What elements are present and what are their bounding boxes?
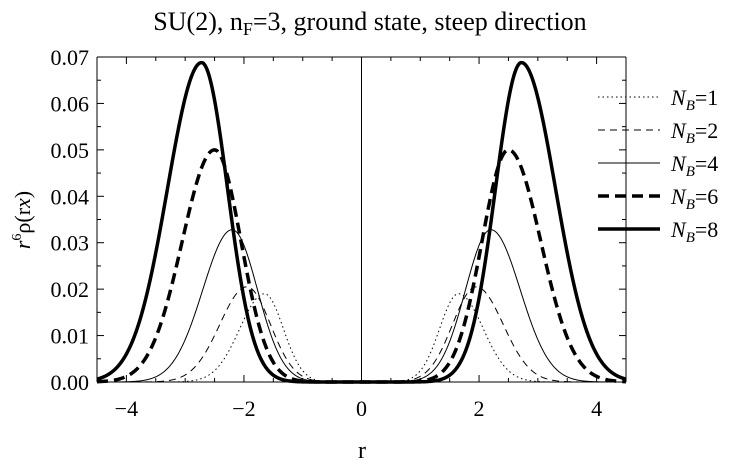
y-tick-label: 0.01: [51, 324, 90, 349]
legend: NB=1 NB=2 NB=4 NB=6 NB=8: [598, 85, 718, 246]
y-axis-ticks: 0.00 0.01 0.02 0.03 0.04 0.05 0.06 0.07: [51, 45, 626, 395]
y-axis-label: r6ρ(rx): [10, 191, 35, 249]
y-tick-label: 0.06: [51, 91, 90, 116]
x-tick-label: −2: [232, 396, 255, 421]
legend-label: NB=2: [670, 118, 718, 147]
chart-title: SU(2), nF=3, ground state, steep directi…: [153, 7, 586, 39]
legend-label: NB=8: [670, 217, 718, 246]
series-line: [96, 60, 627, 384]
y-tick-label: 0.03: [51, 231, 90, 256]
y-tick-label: 0.00: [51, 370, 90, 395]
y-tick-label: 0.05: [51, 138, 90, 163]
x-tick-label: 4: [591, 396, 602, 421]
x-axis-label: r: [358, 438, 366, 464]
x-tick-label: 2: [474, 396, 485, 421]
y-tick-label: 0.04: [51, 184, 90, 209]
series-layer: [96, 60, 627, 384]
y-tick-label: 0.07: [51, 45, 90, 70]
legend-label: NB=1: [670, 85, 718, 114]
y-tick-label: 0.02: [51, 277, 90, 302]
x-tick-label: −4: [115, 396, 138, 421]
legend-label: NB=6: [670, 184, 718, 213]
legend-label: NB=4: [670, 151, 718, 180]
x-tick-label: 0: [356, 396, 367, 421]
